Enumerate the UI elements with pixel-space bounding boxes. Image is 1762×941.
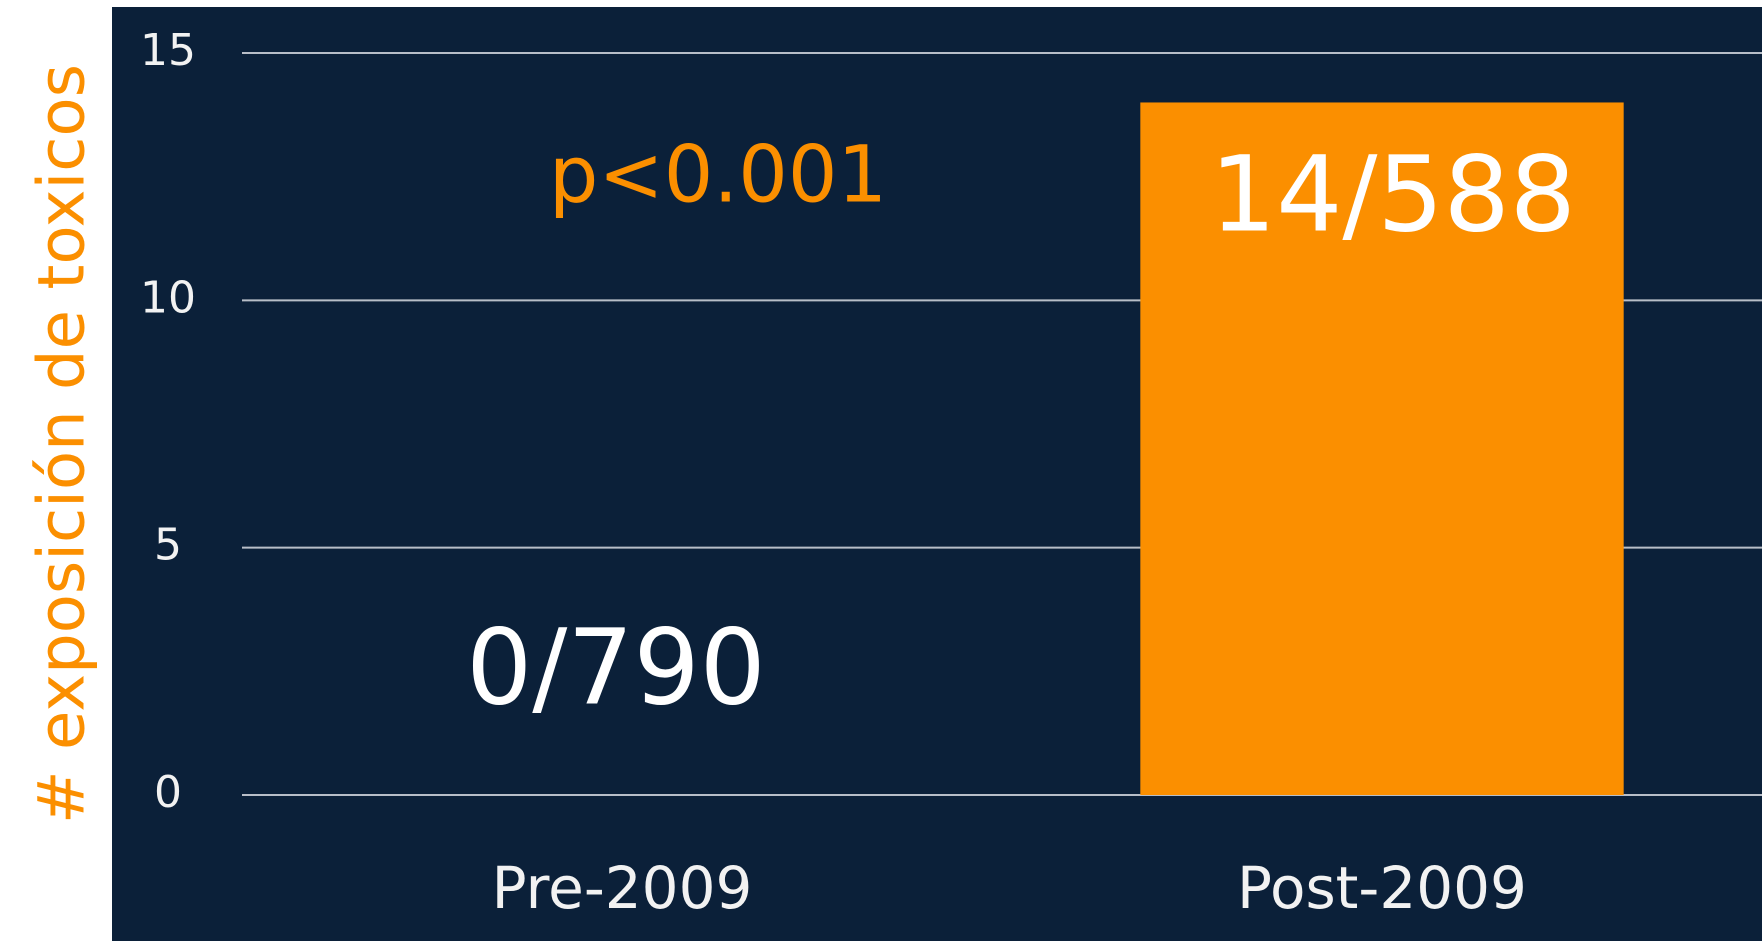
data-label: 14/588 (1210, 133, 1576, 255)
y-axis-label: # exposición de toxicos (26, 64, 100, 824)
data-label: 0/790 (466, 606, 766, 728)
bar (1140, 102, 1624, 795)
y-tick-label: 5 (154, 520, 182, 571)
y-tick-label: 0 (154, 767, 182, 818)
y-tick-label: 15 (140, 25, 196, 76)
x-tick-label: Pre-2009 (492, 854, 753, 922)
annotation: p<0.001 (549, 130, 887, 220)
x-tick-label: Post-2009 (1237, 854, 1527, 922)
y-tick-label: 10 (140, 272, 196, 323)
